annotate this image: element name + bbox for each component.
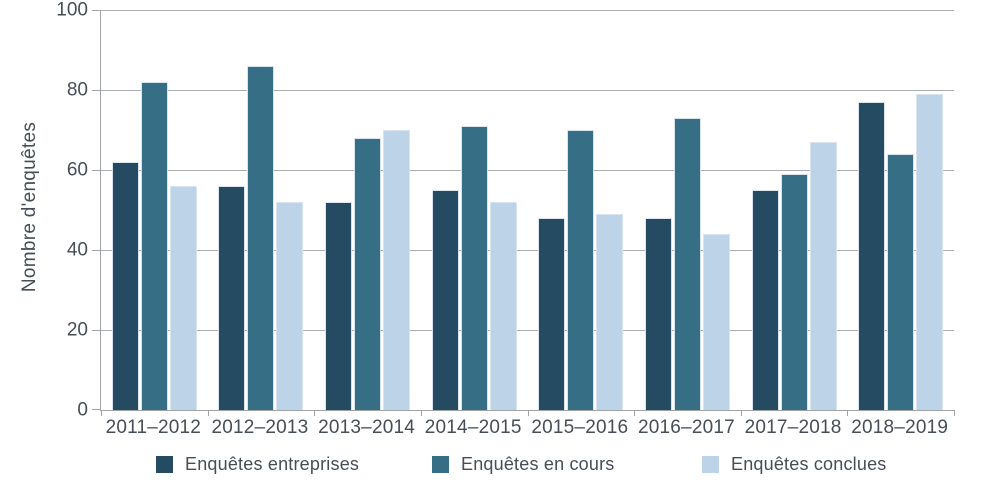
x-axis-tick xyxy=(528,410,529,416)
bar xyxy=(383,130,411,410)
y-tick-label-20: 20 xyxy=(66,319,88,341)
legend-swatch-icon xyxy=(702,456,719,473)
bar xyxy=(567,130,595,410)
y-tick-label-0: 0 xyxy=(77,399,88,421)
x-axis-tick xyxy=(741,410,742,416)
legend-item: Enquêtes entreprises xyxy=(156,454,359,475)
x-axis-tick xyxy=(101,410,102,416)
plot-area xyxy=(92,10,955,416)
bar xyxy=(169,186,197,410)
bar-group-2011–2012 xyxy=(101,10,208,410)
bar xyxy=(354,138,382,410)
bar xyxy=(916,94,944,410)
bar xyxy=(538,218,566,410)
y-axis-tick xyxy=(92,409,101,410)
bar-group-2018–2019 xyxy=(847,10,954,410)
bar xyxy=(276,202,304,410)
y-axis-title: Nombre d'enquêtes xyxy=(19,121,40,293)
legend-item: Enquêtes conclues xyxy=(702,454,887,475)
bar-group-2013–2014 xyxy=(314,10,421,410)
bar-group-2016–2017 xyxy=(634,10,741,410)
x-tick-label: 2018–2019 xyxy=(851,417,949,438)
y-axis-tick xyxy=(92,10,101,11)
x-tick-label: 2016–2017 xyxy=(637,417,735,438)
legend-swatch-icon xyxy=(156,456,173,473)
bar xyxy=(325,202,353,410)
bar xyxy=(218,186,246,410)
bar xyxy=(111,162,139,410)
bar-group-2014–2015 xyxy=(421,10,528,410)
x-axis-tick xyxy=(208,410,209,416)
bar-group-2012–2013 xyxy=(208,10,315,410)
bar-group-2017–2018 xyxy=(741,10,848,410)
x-tick-label: 2012–2013 xyxy=(211,417,309,438)
legend-label: Enquêtes entreprises xyxy=(185,454,360,474)
y-axis-tick xyxy=(92,250,101,251)
bar xyxy=(644,218,672,410)
y-tick-label-100: 100 xyxy=(56,0,88,21)
legend-label: Enquêtes en cours xyxy=(461,454,615,474)
gridline-100 xyxy=(101,10,954,11)
x-tick-label: 2013–2014 xyxy=(318,417,416,438)
bar xyxy=(751,190,779,410)
bar xyxy=(809,142,837,410)
x-axis-tick xyxy=(314,410,315,416)
gridline-20 xyxy=(101,330,954,331)
gridline-60 xyxy=(101,170,954,171)
bar-group-2015–2016 xyxy=(528,10,635,410)
x-tick-label: 2014–2015 xyxy=(424,417,522,438)
gridline-80 xyxy=(101,90,954,91)
bar xyxy=(460,126,488,410)
x-axis-tick xyxy=(421,410,422,416)
legend-label: Enquêtes conclues xyxy=(731,454,887,474)
x-axis-tick xyxy=(634,410,635,416)
bar xyxy=(887,154,915,410)
bar xyxy=(140,82,168,410)
bar xyxy=(702,234,730,410)
y-tick-label-40: 40 xyxy=(66,239,88,261)
bar xyxy=(247,66,275,410)
x-axis-tick xyxy=(847,410,848,416)
bar xyxy=(673,118,701,410)
y-axis-tick xyxy=(92,90,101,91)
bar xyxy=(489,202,517,410)
y-axis-tick xyxy=(92,330,101,331)
y-axis-tick xyxy=(92,170,101,171)
bar xyxy=(780,174,808,410)
legend-item: Enquêtes en cours xyxy=(432,454,615,475)
y-tick-label-80: 80 xyxy=(66,79,88,101)
bar xyxy=(858,102,886,410)
x-tick-label: 2011–2012 xyxy=(105,417,202,438)
gridline-40 xyxy=(101,250,954,251)
x-tick-label: 2017–2018 xyxy=(744,417,842,438)
bar xyxy=(596,214,624,410)
y-tick-label-60: 60 xyxy=(66,159,88,181)
legend-swatch-icon xyxy=(432,456,449,473)
x-tick-label: 2015–2016 xyxy=(531,417,629,438)
x-axis-tick xyxy=(954,410,955,416)
bar xyxy=(431,190,459,410)
